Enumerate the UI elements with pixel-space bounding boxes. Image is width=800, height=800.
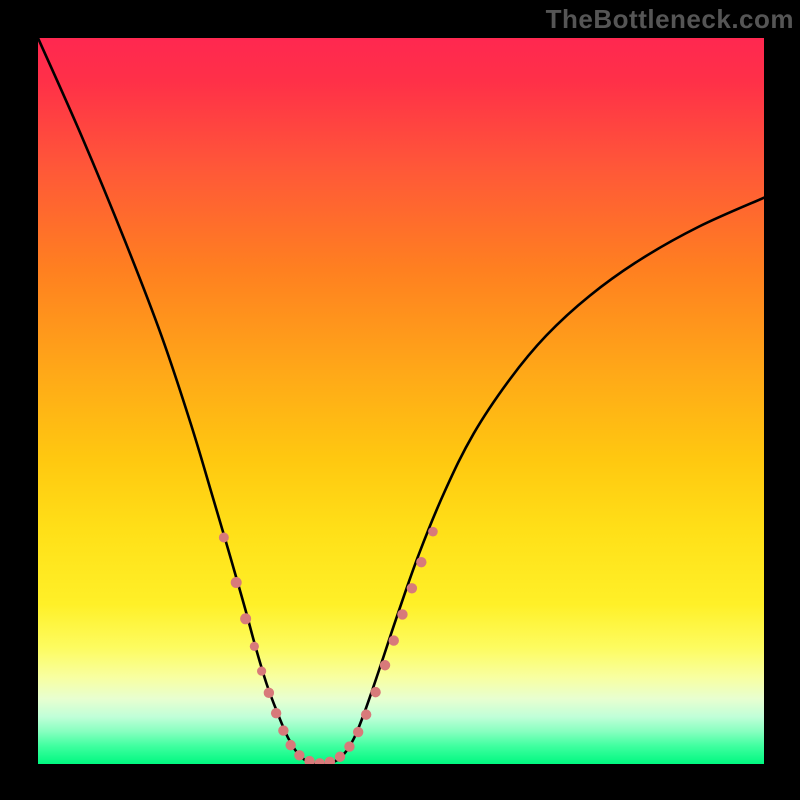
marker-dot <box>285 740 295 750</box>
curve-line <box>38 38 764 764</box>
marker-dot <box>240 613 251 624</box>
marker-dot <box>353 727 363 737</box>
marker-dot <box>428 527 438 537</box>
marker-dot <box>231 577 242 588</box>
marker-dot <box>250 642 259 651</box>
marker-dot <box>314 758 324 764</box>
marker-dot <box>264 688 274 698</box>
marker-dot <box>361 709 371 719</box>
plot-area <box>38 38 764 764</box>
marker-series <box>219 527 438 764</box>
bottleneck-curve <box>38 38 764 764</box>
marker-dot <box>370 687 380 697</box>
watermark-text: TheBottleneck.com <box>546 4 794 35</box>
marker-dot <box>416 557 426 567</box>
marker-dot <box>304 756 314 764</box>
marker-dot <box>219 532 229 542</box>
marker-dot <box>407 583 417 593</box>
chart-container: TheBottleneck.com <box>0 0 800 800</box>
marker-dot <box>257 666 266 675</box>
marker-dot <box>294 750 304 760</box>
marker-dot <box>389 635 399 645</box>
marker-dot <box>335 752 345 762</box>
marker-dot <box>397 609 407 619</box>
marker-dot <box>344 741 354 751</box>
marker-dot <box>271 708 281 718</box>
marker-dot <box>380 660 390 670</box>
marker-dot <box>278 725 288 735</box>
marker-dot <box>325 757 335 764</box>
